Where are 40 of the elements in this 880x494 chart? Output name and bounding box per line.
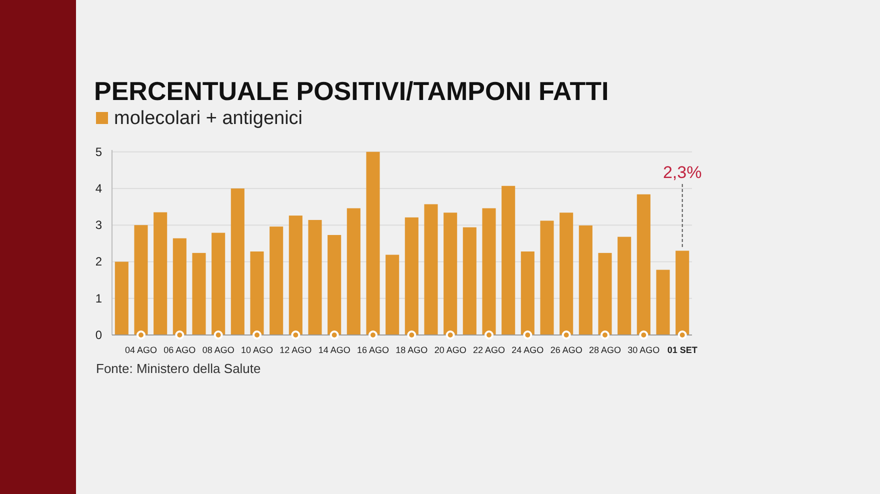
legend-label: molecolari + antigenici — [114, 108, 303, 129]
bar — [656, 270, 670, 335]
bar — [230, 188, 244, 335]
x-tick-label: 14 AGO — [318, 345, 350, 355]
bar — [424, 204, 438, 335]
chart-title: PERCENTUALE POSITIVI/TAMPONI FATTI — [94, 76, 609, 106]
x-tick-label: 22 AGO — [472, 345, 506, 355]
bar — [308, 220, 322, 335]
y-tick-label: 3 — [95, 218, 102, 232]
y-tick-label: 0 — [95, 328, 102, 342]
bar — [154, 212, 168, 335]
bar — [386, 254, 400, 335]
y-tick-label: 5 — [95, 144, 102, 159]
data-label: 2,3% — [662, 163, 702, 182]
y-tick-label: 2 — [95, 254, 102, 269]
x-tick-label: 12 AGO — [280, 345, 312, 355]
x-tick-label: 28 AGO — [588, 345, 622, 355]
bar — [578, 225, 592, 335]
x-tick-label: 16 AGO — [356, 345, 390, 355]
x-tick-label: 08 AGO — [202, 345, 234, 355]
bar — [462, 227, 476, 335]
y-tick-label: 1 — [95, 291, 102, 306]
x-tick-label: 30 AGO — [628, 345, 660, 355]
bar — [346, 208, 360, 335]
bar — [192, 252, 206, 335]
bar — [270, 226, 284, 335]
x-tick-label: 01 SET — [667, 345, 698, 355]
bar — [540, 220, 554, 335]
x-tick-label: 24 AGO — [512, 345, 544, 355]
x-tick-label: 20 AGO — [434, 345, 466, 355]
x-tick-label: 04 AGO — [124, 345, 158, 355]
bar — [502, 186, 516, 335]
x-tick-label: 26 AGO — [550, 345, 582, 355]
x-tick-label: 18 AGO — [396, 345, 428, 355]
bar — [618, 236, 632, 335]
source-note: Fonte: Ministero della Salute — [96, 361, 261, 376]
x-tick-label: 06 AGO — [164, 345, 196, 355]
x-tick-label: 10 AGO — [240, 345, 274, 355]
bar — [114, 262, 128, 335]
y-tick-label: 4 — [95, 181, 102, 196]
